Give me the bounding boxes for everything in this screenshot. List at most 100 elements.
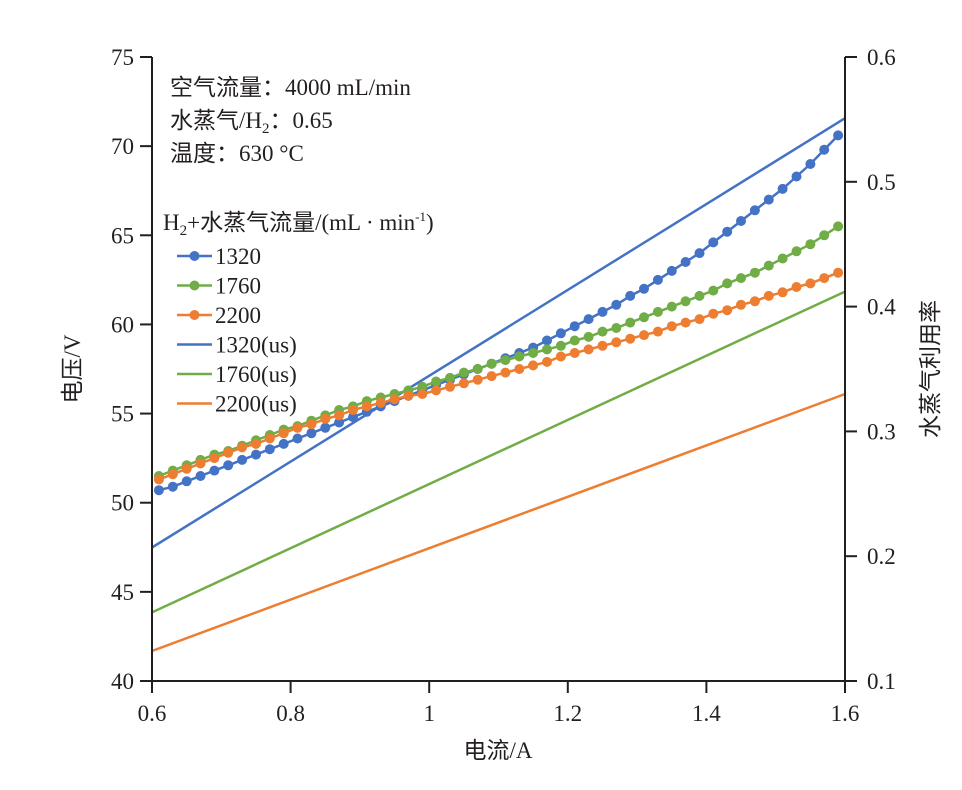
legend: H2+水蒸气流量/(mL · min-1) 1320 1760 2200 1320(u… [163, 209, 434, 417]
data-point-2200 [375, 397, 386, 408]
data-point-2200 [722, 305, 733, 316]
data-point-2200 [542, 356, 552, 367]
data-point-2200 [417, 389, 428, 399]
y2-axis-title: 水蒸气利用率 [918, 300, 943, 438]
data-point-2200 [458, 378, 469, 389]
data-point-2200 [625, 333, 636, 344]
data-point-1760 [458, 367, 469, 378]
data-point-1320 [805, 159, 816, 169]
data-point-1760 [819, 230, 830, 241]
data-point-2200 [805, 278, 816, 289]
legend-swatch-marker [189, 251, 200, 261]
conditions-annotation: 空气流量：4000 mL/min 水蒸气/H2：0.65 温度：630 °C [170, 75, 411, 166]
data-point-2200 [264, 433, 275, 444]
data-point-1760 [833, 221, 844, 232]
data-point-1320 [833, 130, 844, 141]
data-point-2200 [292, 422, 303, 433]
legend-items: 1320 1760 2200 1320(us) 1760(us) 2200(us) [177, 244, 297, 417]
data-point-1320 [348, 412, 358, 423]
data-point-2200 [472, 374, 483, 385]
steam-ratio-prefix: 水蒸气/H [170, 108, 262, 133]
data-point-1760 [708, 285, 719, 296]
data-point-2200 [763, 290, 774, 301]
steam-ratio-suffix: ：0.65 [270, 108, 333, 133]
data-point-1760 [639, 312, 649, 323]
legend-item-1320: 1320 [177, 244, 261, 269]
data-point-2200 [209, 453, 220, 464]
data-point-1760 [680, 296, 691, 307]
legend-swatch-marker [189, 280, 200, 291]
data-point-1760 [805, 239, 816, 250]
data-point-2200 [195, 458, 206, 469]
data-point-2200 [569, 348, 580, 358]
data-point-1320 [181, 476, 192, 487]
data-point-2200 [445, 381, 455, 392]
x-tick-label: 0.6 [138, 701, 167, 726]
data-point-1320 [583, 314, 594, 325]
data-point-1320 [791, 171, 802, 182]
legend-title-mid: +水蒸气流量/(mL · min [187, 210, 416, 235]
series-1320-us [151, 117, 846, 549]
data-point-1320 [749, 205, 760, 216]
data-point-2200 [514, 364, 525, 374]
legend-label: 2200 [215, 303, 261, 328]
data-point-1760 [569, 335, 580, 346]
data-point-2200 [597, 340, 608, 351]
series-layer [151, 117, 846, 653]
data-point-2200 [348, 405, 358, 415]
x-axis-title: 电流/A [464, 738, 533, 763]
y-tick-label: 65 [111, 223, 134, 248]
data-point-1320 [555, 328, 566, 339]
legend-item-2200: 2200 [177, 303, 261, 328]
y2-tick-label: 0.1 [867, 669, 896, 694]
steam-ratio-sub: 2 [262, 121, 270, 137]
data-point-1760 [542, 344, 552, 355]
legend-title-sup: -1 [415, 209, 426, 224]
data-point-1760 [694, 290, 705, 301]
data-point-1760 [611, 323, 622, 333]
data-point-2200 [736, 299, 746, 310]
series-2200-us [151, 392, 846, 653]
data-point-1320 [542, 335, 552, 346]
legend-swatch-marker [189, 310, 200, 320]
y-tick-label: 45 [111, 580, 134, 605]
series-line-1320-us [151, 117, 846, 549]
data-point-1320 [819, 144, 830, 155]
data-point-1760 [472, 364, 483, 374]
data-point-1320 [722, 226, 733, 237]
x-tick-label: 0.8 [276, 701, 305, 726]
data-point-2200 [181, 463, 192, 474]
legend-item-1760: 1760 [177, 274, 261, 299]
data-point-2200 [611, 337, 622, 348]
data-point-1760 [722, 278, 733, 289]
legend-label: 1760(us) [215, 362, 297, 387]
data-point-2200 [708, 308, 719, 319]
legend-label: 1320(us) [215, 333, 297, 358]
y2-tick-label: 0.6 [867, 45, 896, 70]
data-point-2200 [666, 321, 677, 332]
legend-label: 1320 [215, 244, 261, 269]
data-point-1760 [528, 348, 539, 358]
data-point-1320 [777, 183, 788, 194]
data-point-2200 [500, 367, 511, 378]
data-point-2200 [237, 442, 248, 453]
data-point-1320 [652, 274, 663, 285]
data-point-1760 [597, 326, 608, 337]
data-point-1760 [417, 381, 428, 392]
data-point-2200 [680, 317, 691, 328]
legend-label: 2200(us) [215, 392, 297, 417]
data-point-1320 [292, 433, 303, 444]
data-point-1320 [763, 194, 774, 205]
data-point-1320 [334, 417, 345, 428]
data-point-2200 [431, 385, 442, 396]
legend-title: H2+水蒸气流量/(mL · min-1) [163, 209, 434, 239]
data-point-1320 [680, 257, 691, 267]
data-point-1760 [791, 246, 802, 257]
data-point-2200 [528, 360, 539, 371]
y-tick-label: 75 [111, 45, 134, 70]
data-point-1320 [264, 444, 275, 455]
data-point-2200 [306, 419, 317, 430]
data-point-1320 [597, 306, 608, 317]
data-point-1760 [652, 306, 663, 317]
data-point-2200 [361, 401, 372, 412]
